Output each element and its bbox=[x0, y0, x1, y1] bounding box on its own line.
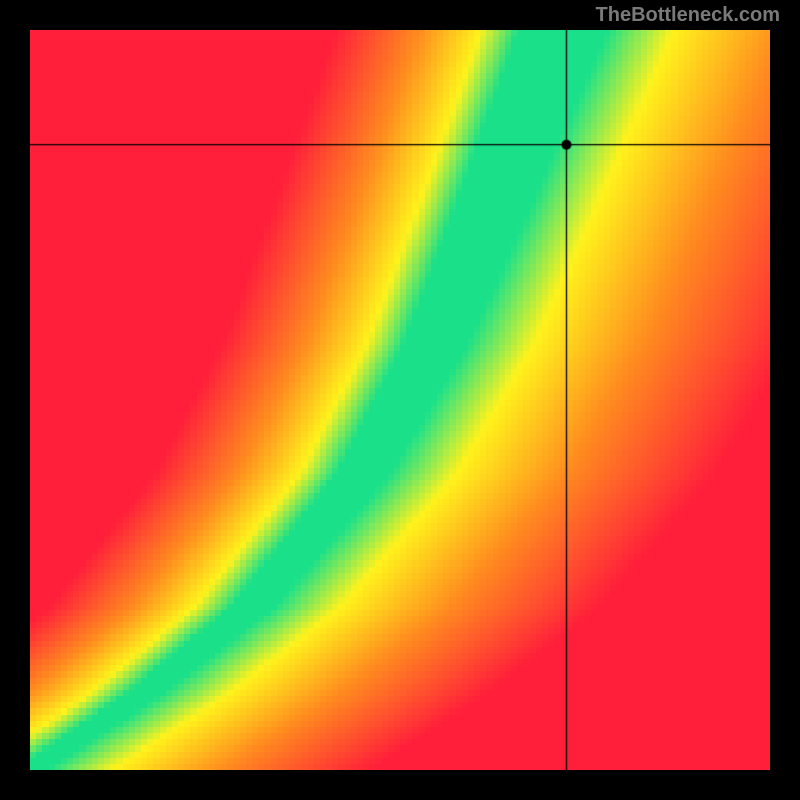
heatmap-canvas bbox=[30, 30, 770, 770]
chart-container: TheBottleneck.com bbox=[0, 0, 800, 800]
watermark-text: TheBottleneck.com bbox=[596, 4, 780, 27]
